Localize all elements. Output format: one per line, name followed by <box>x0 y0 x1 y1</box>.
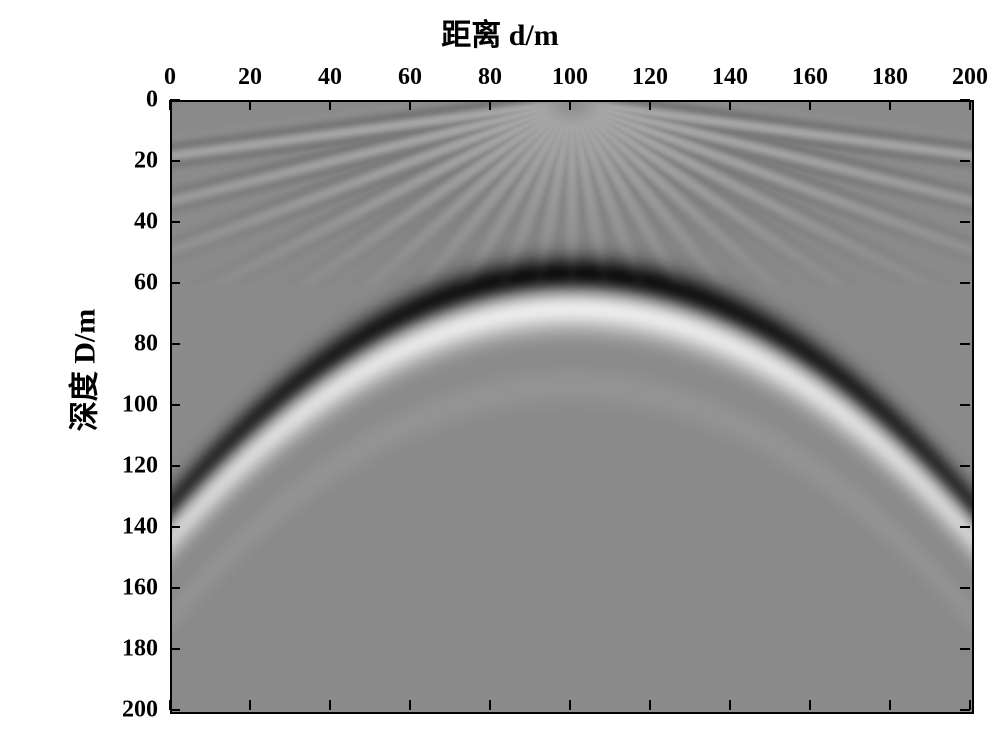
x-tick-mark <box>249 100 251 110</box>
x-tick-label: 100 <box>552 64 588 91</box>
x-tick-mark <box>409 100 411 110</box>
x-tick-label: 0 <box>164 64 176 91</box>
y-axis-label: 深度 D/m <box>59 309 103 432</box>
x-tick-mark-bottom <box>489 700 491 710</box>
x-tick-mark <box>569 100 571 110</box>
xlabel-text: 距离 d/m <box>441 19 559 52</box>
y-tick-label: 20 <box>108 148 158 175</box>
x-tick-mark-bottom <box>569 700 571 710</box>
y-tick-label: 160 <box>108 575 158 602</box>
y-tick-label: 120 <box>108 453 158 480</box>
y-tick-mark-right <box>960 526 970 528</box>
x-tick-label: 200 <box>952 64 988 91</box>
y-tick-mark <box>170 221 180 223</box>
x-tick-mark-bottom <box>249 700 251 710</box>
y-tick-label: 60 <box>108 270 158 297</box>
y-tick-mark-right <box>960 343 970 345</box>
y-tick-mark <box>170 99 180 101</box>
y-tick-label: 180 <box>108 636 158 663</box>
y-tick-mark-right <box>960 160 970 162</box>
y-tick-mark-right <box>960 282 970 284</box>
x-tick-label: 160 <box>792 64 828 91</box>
figure: 距离 d/m 深度 D/m 0 20 40 60 80 100 120 140 160 180 20… <box>0 0 1000 740</box>
y-tick-label: 100 <box>108 392 158 419</box>
x-tick-mark <box>489 100 491 110</box>
x-tick-mark-bottom <box>729 700 731 710</box>
y-tick-mark-right <box>960 465 970 467</box>
x-tick-mark <box>969 100 971 110</box>
x-tick-mark-bottom <box>809 700 811 710</box>
x-tick-label: 60 <box>398 64 422 91</box>
x-tick-mark <box>649 100 651 110</box>
y-tick-mark <box>170 343 180 345</box>
y-tick-mark-right <box>960 221 970 223</box>
x-tick-mark <box>329 100 331 110</box>
y-tick-mark <box>170 587 180 589</box>
y-tick-label: 0 <box>108 87 158 114</box>
heatmap-canvas <box>172 102 972 712</box>
x-tick-label: 120 <box>632 64 668 91</box>
x-tick-label: 180 <box>872 64 908 91</box>
y-tick-mark <box>170 160 180 162</box>
y-tick-mark-right <box>960 709 970 711</box>
y-tick-label: 40 <box>108 209 158 236</box>
x-tick-mark <box>889 100 891 110</box>
x-tick-label: 80 <box>478 64 502 91</box>
x-tick-label: 20 <box>238 64 262 91</box>
x-tick-mark <box>809 100 811 110</box>
x-tick-mark-bottom <box>889 700 891 710</box>
y-tick-mark <box>170 465 180 467</box>
y-tick-label: 200 <box>108 697 158 724</box>
y-tick-mark <box>170 648 180 650</box>
x-tick-label: 40 <box>318 64 342 91</box>
y-tick-mark-right <box>960 404 970 406</box>
x-tick-mark-bottom <box>649 700 651 710</box>
y-tick-mark <box>170 526 180 528</box>
y-tick-mark-right <box>960 648 970 650</box>
x-tick-mark-bottom <box>329 700 331 710</box>
y-tick-label: 80 <box>108 331 158 358</box>
y-tick-label: 140 <box>108 514 158 541</box>
y-tick-mark <box>170 404 180 406</box>
y-tick-mark <box>170 709 180 711</box>
x-tick-mark-bottom <box>409 700 411 710</box>
x-axis-label: 距离 d/m <box>0 10 1000 54</box>
plot-area <box>170 100 974 714</box>
x-tick-mark <box>169 100 171 110</box>
x-tick-label: 140 <box>712 64 748 91</box>
y-tick-mark-right <box>960 99 970 101</box>
y-tick-mark-right <box>960 587 970 589</box>
y-tick-mark <box>170 282 180 284</box>
ylabel-text: 深度 D/m <box>68 309 101 432</box>
x-tick-mark <box>729 100 731 110</box>
